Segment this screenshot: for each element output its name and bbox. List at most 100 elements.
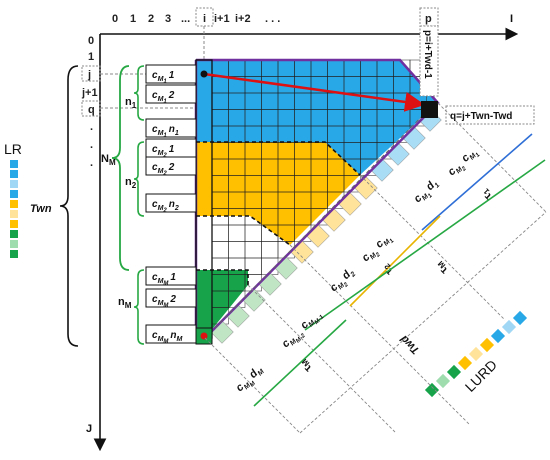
x-tick-dots1: ...	[181, 13, 190, 25]
green-region	[196, 270, 248, 338]
diagonal-cell	[338, 192, 362, 216]
lr-legend-cell	[10, 230, 18, 238]
lr-legend-cell	[10, 220, 18, 228]
row-label-box	[145, 118, 197, 138]
p-formula: p=i+Twd-1	[422, 30, 433, 79]
x-tick-i2: i+2	[235, 13, 251, 25]
lr-legend-cell	[10, 200, 18, 208]
diagonal-cell	[322, 208, 346, 232]
lurd-legend-cell	[457, 355, 473, 371]
end-cell	[421, 101, 438, 118]
lurd-legend-cell	[424, 382, 440, 398]
lurd-legend-cell	[490, 328, 506, 344]
grid-cell	[211, 224, 229, 242]
twn-brace	[59, 65, 79, 347]
x-tick-dots2: . . .	[265, 13, 280, 25]
lurd-legend-cell	[501, 319, 517, 335]
q-formula: q=j+Twn-Twd	[450, 111, 512, 122]
group-n1-label: n1	[125, 96, 137, 110]
diag-label-gm: cMMdM	[234, 363, 268, 397]
diag-label-g2: cM2d2	[328, 266, 359, 297]
red-arrow	[203, 72, 425, 112]
row-label-box	[145, 288, 197, 308]
grid-cell	[228, 241, 246, 259]
x-tick-labels: 0 1 2 3 ... i i+1 i+2 . . . p	[112, 7, 439, 27]
svg-text:cM2d2: cM2d2	[328, 266, 359, 297]
diag-label-g1b: cM2cM1	[446, 152, 482, 178]
diagonal-cell	[354, 176, 378, 200]
y-tick-q: q	[88, 104, 95, 116]
lr-legend-cell	[10, 250, 18, 258]
diagonal-cell	[290, 240, 314, 264]
nm-brace	[111, 65, 130, 271]
x-tick-p: p	[425, 13, 432, 25]
lurd-legend-cell	[468, 346, 484, 362]
x-tick-i: i	[203, 13, 206, 25]
row-label-box	[145, 64, 197, 84]
y-tick-0: 0	[88, 35, 94, 47]
row-label: cM2n2	[152, 199, 179, 214]
svg-text:cMMdM: cMMdM	[234, 363, 268, 397]
y-tick-dot2: .	[90, 139, 93, 151]
y-axis-label: J	[86, 423, 92, 435]
row-label: cMMnM	[152, 330, 183, 345]
lr-label: LR	[4, 141, 22, 157]
lr-legend-cell	[10, 180, 18, 188]
tau1-bracket	[421, 133, 533, 231]
y-tick-dot3: .	[90, 157, 93, 169]
row-label: cM21	[152, 144, 175, 159]
row-label: cM22	[152, 162, 175, 177]
group-nM-label: nM	[118, 296, 132, 310]
grid-cell	[244, 224, 262, 242]
tau1-label: τ1	[479, 186, 495, 202]
diagonal-cell	[306, 224, 330, 248]
orange-lower-boundary	[196, 215, 291, 246]
lr-legend-cell	[10, 160, 18, 168]
taum-label: τM	[297, 357, 315, 375]
row-label: cMM1	[152, 272, 176, 287]
lurd-legend-cell	[446, 364, 462, 380]
green-boundary	[196, 269, 249, 285]
x-tick-2: 2	[148, 13, 154, 25]
q-formula-box	[445, 105, 535, 125]
row-label-box	[145, 156, 197, 176]
group-brace	[133, 65, 145, 121]
lurd-legend	[424, 310, 528, 398]
x-tick-p-box	[419, 7, 439, 27]
group-n2-label: n2	[125, 176, 137, 190]
lr-legend-cell	[10, 240, 18, 248]
row-label: cM1n1	[152, 124, 179, 139]
x-tick-3: 3	[165, 13, 171, 25]
row-label: cM11	[152, 70, 175, 85]
tauM-bracket	[304, 159, 546, 331]
lr-legend-cell	[10, 210, 18, 218]
p-formula-box	[419, 25, 439, 97]
y-tick-j: j	[87, 69, 91, 81]
row-label-box	[145, 84, 197, 104]
lr-legend	[10, 160, 18, 258]
twd-label: Twd	[398, 332, 422, 356]
x-tick-0: 0	[112, 13, 118, 25]
group-brace	[133, 141, 145, 217]
x-tick-i1: i+1	[214, 13, 230, 25]
x-axis-label: I	[510, 13, 513, 25]
lurd-legend-cell	[479, 337, 495, 353]
end-red-dot	[200, 332, 208, 340]
tau2-bracket	[349, 215, 441, 307]
x-tick-1: 1	[130, 13, 136, 25]
grid-cell	[244, 241, 262, 259]
diagonal-cell	[226, 304, 250, 328]
grid-cell	[211, 241, 229, 259]
twn-label: Twn	[30, 203, 52, 215]
row-label-box	[145, 193, 197, 213]
row-labels: cM11 cM12 cM1n1 cM21 cM22 cM2n2 cMM1 cMM2 cMMnM	[145, 64, 197, 345]
row-label: cM12	[152, 90, 175, 105]
nm-brace-label: NM	[101, 153, 116, 167]
group-braces	[133, 65, 145, 345]
group-brace	[133, 269, 145, 345]
taum-bracket	[253, 319, 347, 407]
grid-cell	[228, 224, 246, 242]
diagonal-cell	[258, 272, 282, 296]
row-label-box	[145, 266, 197, 286]
